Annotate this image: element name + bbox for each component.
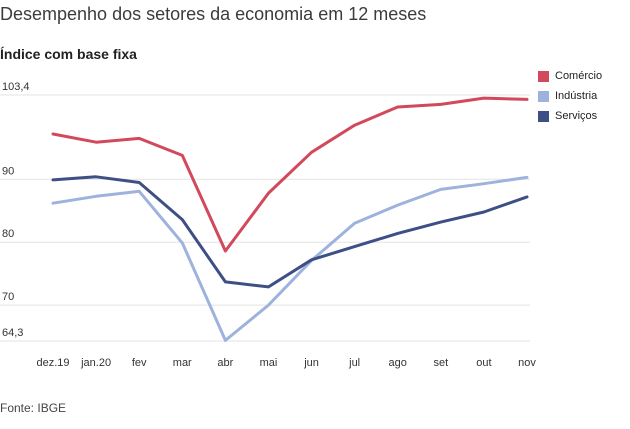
y-tick-label: 103,4	[2, 81, 30, 93]
x-tick-label: mar	[173, 357, 192, 369]
series-line-industria	[51, 175, 529, 342]
chart-title: Desempenho dos setores da economia em 12…	[0, 4, 427, 24]
x-tick-label: jun	[303, 357, 319, 369]
source-note: Fonte: IBGE	[0, 401, 67, 415]
legend-item-servicos: Serviços	[538, 106, 602, 126]
y-tick-label: 64,3	[2, 327, 23, 339]
legend-swatch	[538, 70, 549, 82]
series-line-comercio	[51, 96, 529, 253]
x-tick-label: jan.20	[80, 357, 111, 369]
chart-subtitle: Índice com base fixa	[0, 46, 137, 62]
series-line-servicos	[51, 175, 529, 289]
x-tick-label: out	[476, 357, 491, 369]
x-tick-label: nov	[518, 357, 536, 369]
y-tick-label: 70	[2, 291, 14, 303]
y-tick-label: 80	[2, 228, 14, 240]
y-tick-label: 90	[2, 165, 14, 177]
legend-swatch	[538, 110, 549, 122]
x-tick-label: fev	[132, 357, 147, 369]
x-tick-label: mai	[260, 357, 278, 369]
legend-swatch	[538, 90, 549, 102]
x-tick-label: jul	[348, 357, 360, 369]
legend-label: Comércio	[555, 70, 603, 82]
legend-label: Indústria	[555, 90, 598, 102]
x-tick-label: ago	[389, 357, 407, 369]
x-tick-label: abr	[217, 357, 233, 369]
legend-label: Serviços	[555, 110, 598, 122]
chart-legend: Comércio Indústria Serviços	[538, 66, 602, 126]
legend-item-comercio: Comércio	[538, 66, 602, 86]
x-tick-label: dez.19	[36, 357, 69, 369]
legend-item-industria: Indústria	[538, 86, 602, 106]
x-tick-label: set	[433, 357, 448, 369]
